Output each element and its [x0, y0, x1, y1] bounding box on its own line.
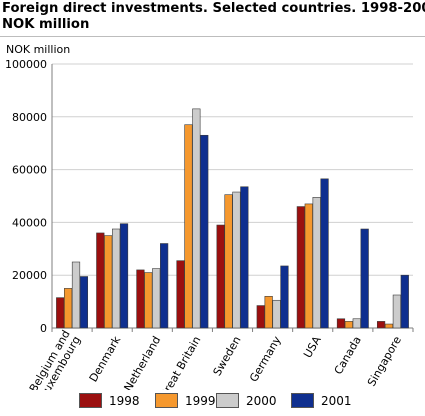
bar-2000 — [312, 197, 321, 329]
bar-1998 — [176, 260, 185, 329]
x-tick-label: Belgium andLuxembourg — [27, 328, 83, 390]
bar-2000 — [152, 268, 161, 329]
bar-2000 — [71, 261, 81, 329]
bar-1999 — [64, 288, 73, 329]
x-tick-label-line: Canada — [332, 334, 364, 377]
legend-swatch-1999 — [155, 393, 178, 408]
bar-2001 — [200, 134, 209, 329]
x-tick-label: Denmark — [87, 333, 124, 384]
y-tick-label: 100000 — [5, 58, 47, 71]
bar-2001 — [119, 223, 129, 329]
x-tick-label-line: Netherland — [121, 334, 163, 390]
x-tick-label: Singapore — [365, 334, 404, 389]
x-tick-label-line: Singapore — [365, 334, 404, 389]
bar-1998 — [96, 232, 105, 329]
bar-2001 — [160, 243, 169, 329]
legend-swatch-1998 — [79, 393, 102, 408]
x-tick-label-line: USA — [301, 334, 324, 361]
bar-2001 — [79, 276, 89, 329]
bar-2000 — [352, 318, 361, 329]
bar-1998 — [296, 206, 305, 329]
bar-2000 — [272, 299, 281, 329]
x-tick-label: USA — [301, 334, 324, 361]
legend-label-1998: 1998 — [109, 394, 140, 408]
bar-1999 — [224, 194, 233, 329]
bar-1999 — [344, 321, 353, 329]
bar-chart: 0 20000 40000 60000 80000 100000 Belgium andLu… — [5, 58, 414, 390]
bar-2000 — [192, 108, 201, 329]
bar-2001 — [320, 178, 329, 329]
chart-title-line-2: NOK million — [2, 17, 90, 32]
bar-1999 — [144, 272, 153, 329]
bar-1998 — [216, 224, 225, 329]
bar-2001 — [280, 265, 289, 329]
y-axis-title: NOK million — [6, 43, 71, 56]
bar-1998 — [256, 305, 265, 329]
bar-2000 — [112, 228, 121, 329]
x-tick-label-line: Sweden — [211, 334, 244, 378]
x-tick-label-line: Germany — [247, 334, 284, 385]
x-tick-label: Germany — [247, 334, 284, 385]
x-tick-label: Great Britain — [157, 334, 203, 390]
x-tick-label: Canada — [332, 334, 364, 377]
x-tick-label: Netherland — [121, 334, 163, 390]
bar-1999 — [104, 235, 113, 329]
bar-1998 — [136, 269, 145, 329]
bar-1999 — [264, 296, 273, 329]
bar-1999 — [184, 124, 193, 329]
bar-2001 — [240, 186, 249, 329]
bar-2000 — [232, 191, 241, 329]
y-tick-label: 60000 — [12, 164, 47, 177]
legend-label-2000: 2000 — [246, 394, 277, 408]
bar-1999 — [304, 203, 313, 329]
y-tick-label: 80000 — [12, 111, 47, 124]
chart-title-line-1: Foreign direct investments. Selected cou… — [2, 1, 425, 16]
chart-title: Foreign direct investments. Selected cou… — [2, 1, 425, 33]
x-tick-label: Sweden — [211, 334, 244, 378]
bar-1998 — [376, 321, 386, 329]
x-tick-label-line: Great Britain — [157, 334, 203, 390]
x-tick-label-line: Denmark — [87, 333, 124, 384]
bar-1998 — [336, 318, 346, 329]
legend-swatch-2001 — [291, 393, 314, 408]
bar-2000 — [392, 294, 401, 329]
legend-swatch-2000 — [216, 393, 239, 408]
bar-2001 — [400, 274, 409, 329]
chart-header: Foreign direct investments. Selected cou… — [0, 0, 425, 37]
y-tick-label: 40000 — [12, 216, 47, 229]
bar-2001 — [360, 228, 369, 329]
bar-1999 — [384, 323, 394, 329]
y-tick-label: 0 — [40, 322, 47, 335]
legend-label-1999: 1999 — [185, 394, 216, 408]
legend-label-2001: 2001 — [321, 394, 352, 408]
bar-1998 — [56, 297, 65, 329]
y-tick-label: 20000 — [12, 269, 47, 282]
